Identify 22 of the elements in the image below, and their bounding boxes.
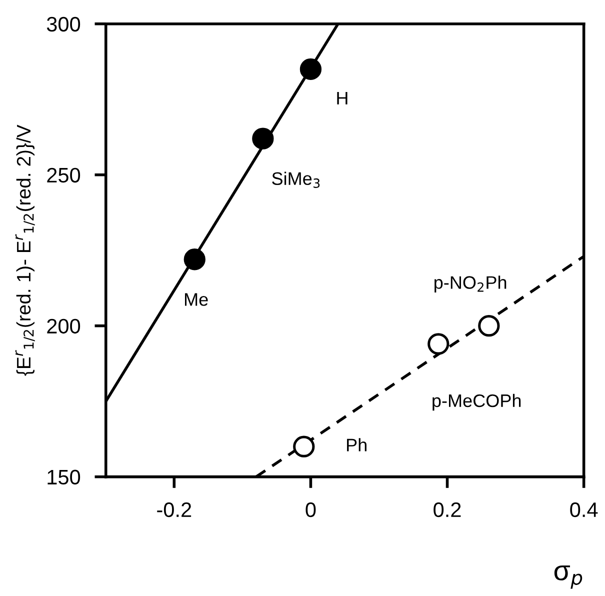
annotation: H: [337, 92, 348, 104]
point: [478, 314, 500, 337]
x-tick-label: 0.2: [434, 502, 461, 518]
point: [293, 436, 315, 458]
annotation: Me: [185, 293, 208, 306]
x-axis-title: σ$_{p}$: [554, 565, 582, 589]
annotation: p-NO$_{2}$Ph: [434, 276, 506, 292]
x-tick-label: -0.2: [157, 502, 192, 518]
y-axis-title: {E$^{r}$$_{1/2}$(red. 1)- E$^{r}$$_{1/2}$(red. 2)}/V: [15, 124, 35, 376]
y-tick-label: 200: [47, 318, 80, 334]
point: [252, 128, 274, 150]
y-tick-label: 250: [47, 168, 80, 183]
point: [184, 248, 206, 270]
point: [300, 58, 322, 80]
annotation: p-MeCOPh: [432, 394, 521, 411]
point: [428, 333, 450, 355]
annotation: SiMe$_{3}$: [272, 172, 320, 188]
y-tick-label: 300: [46, 16, 80, 32]
x-tick-label: 0: [306, 502, 316, 518]
y-tick-label: 150: [48, 470, 80, 485]
annotation: Ph: [347, 438, 366, 452]
x-tick-label: 0.4: [570, 502, 598, 518]
